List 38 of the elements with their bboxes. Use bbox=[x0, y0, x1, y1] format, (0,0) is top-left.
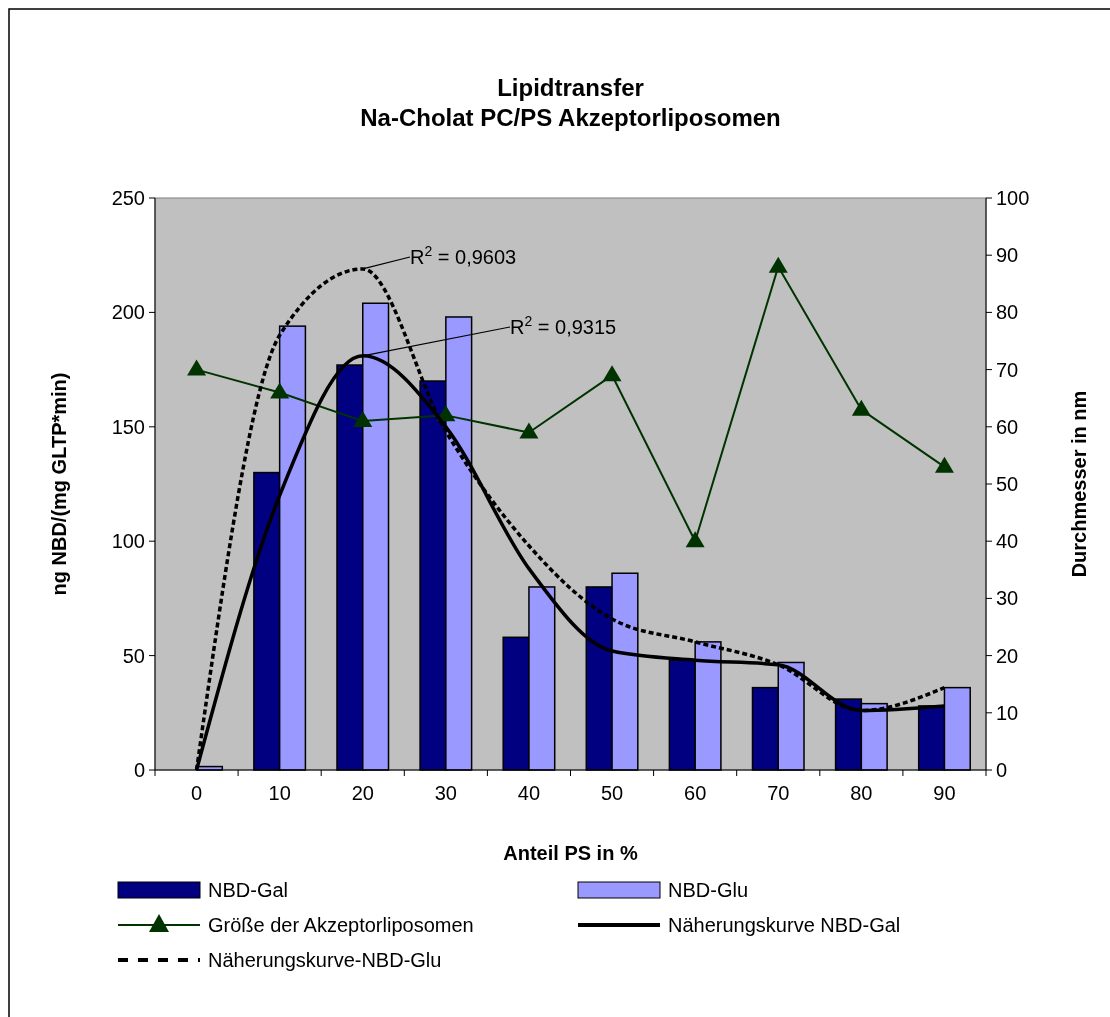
x-axis-title: Anteil PS in % bbox=[503, 842, 638, 864]
x-tick-label: 30 bbox=[434, 782, 457, 804]
y2-tick-label: 30 bbox=[996, 587, 1019, 610]
y2-axis-title: Durchmesser in nm bbox=[1068, 390, 1090, 578]
y-tick-label: 100 bbox=[111, 530, 145, 553]
x-tick-label: 60 bbox=[684, 782, 707, 804]
x-tick-label: 40 bbox=[517, 782, 541, 804]
legend-label: Näherungskurve NBD-Gal bbox=[668, 914, 901, 936]
y2-tick-label: 60 bbox=[996, 415, 1019, 438]
x-tick-label: 20 bbox=[351, 782, 374, 804]
y-tick-label: 0 bbox=[133, 759, 145, 781]
x-tick-label: 0 bbox=[190, 782, 203, 804]
y-tick-label: 250 bbox=[111, 187, 145, 209]
legend-label: NBD-Gal bbox=[208, 879, 289, 901]
y-tick-label: 50 bbox=[122, 644, 145, 667]
legend-label: Größe der Akzeptorliposomen bbox=[208, 914, 474, 936]
legend-label: Näherungskurve-NBD-Glu bbox=[208, 949, 442, 971]
x-tick-label: 10 bbox=[268, 782, 291, 804]
annotation: R$^{2}$ = 0,9315 bbox=[510, 313, 617, 338]
y2-tick-label: 100 bbox=[996, 187, 1030, 209]
y-tick-label: 200 bbox=[111, 301, 145, 324]
x-tick-label: 80 bbox=[850, 782, 873, 804]
y2-tick-label: 40 bbox=[996, 530, 1019, 553]
x-tick-label: 50 bbox=[600, 782, 624, 804]
y2-tick-label: 20 bbox=[996, 644, 1019, 667]
legend-label: NBD-Glu bbox=[668, 879, 749, 901]
y2-tick-label: 50 bbox=[996, 473, 1019, 495]
annotation: R$^{2}$ = 0,9603 bbox=[410, 243, 517, 268]
x-tick-label: 70 bbox=[767, 782, 790, 804]
y2-tick-label: 70 bbox=[996, 358, 1019, 381]
x-tick-label: 90 bbox=[933, 782, 956, 804]
y2-tick-label: 10 bbox=[996, 701, 1019, 724]
y2-tick-label: 90 bbox=[996, 244, 1019, 267]
y2-tick-label: 80 bbox=[996, 301, 1019, 324]
y-tick-label: 150 bbox=[111, 415, 145, 438]
chart-title: Lipidtransfer Na-Cholat PC/PS Akzeptorliposomen bbox=[360, 74, 781, 131]
y-axis-title: ng NBD/(mg GLTP*min) bbox=[48, 372, 70, 596]
y2-tick-label: 0 bbox=[996, 759, 1008, 781]
